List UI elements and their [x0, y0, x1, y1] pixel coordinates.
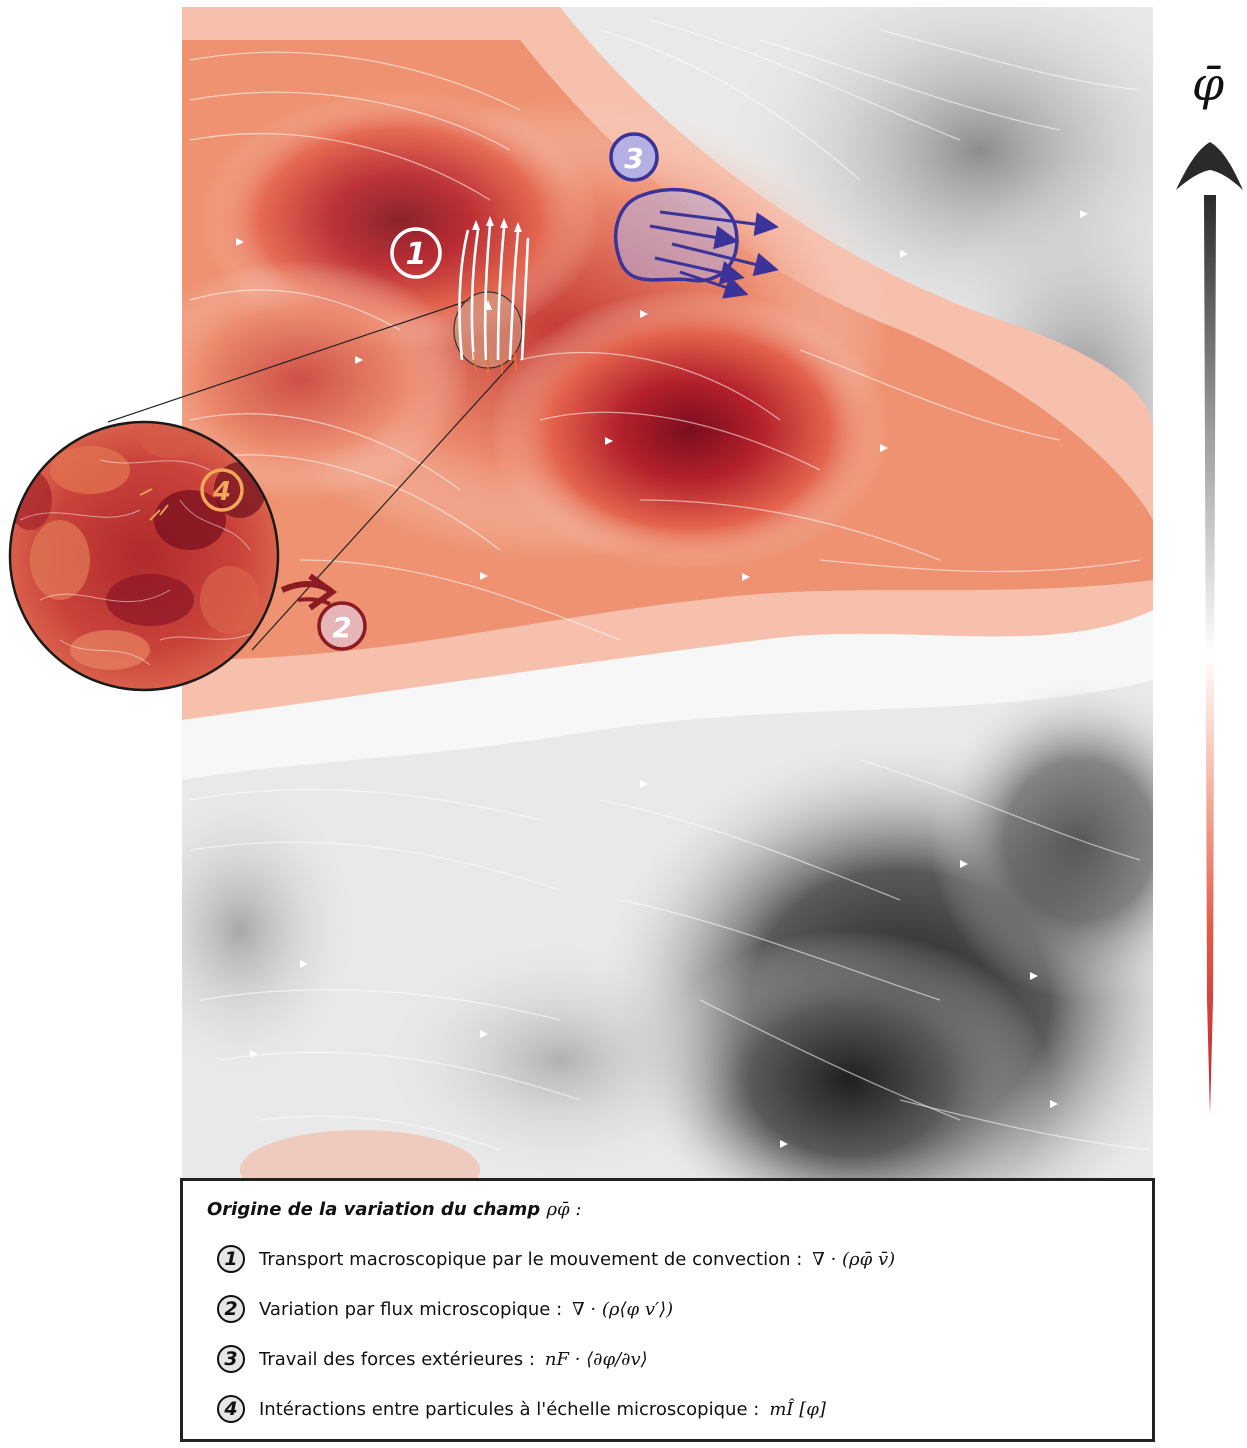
legend-box: Origine de la variation du champ ρφ̄ : 1… — [180, 1178, 1155, 1442]
colorbar-label: φ̄ — [1192, 57, 1225, 111]
legend-title-text: Origine de la variation du champ — [207, 1199, 541, 1220]
marker-2-badge: 2 — [317, 601, 367, 651]
legend-formula-2: ∇ · (ρ⟨φ v′⟩) — [572, 1298, 674, 1320]
marker-4-label: 4 — [212, 477, 231, 507]
marker-4-badge: 4 — [200, 468, 244, 512]
external-forces-marker — [614, 187, 779, 299]
legend-item-2: 2 Variation par flux microscopique : ∇ ·… — [217, 1295, 673, 1323]
legend-title: Origine de la variation du champ ρφ̄ : — [207, 1199, 581, 1220]
legend-item-1: 1 Transport macroscopique par le mouveme… — [217, 1245, 895, 1273]
marker-3-badge: 3 — [609, 132, 659, 182]
legend-item-4: 4 Intéractions entre particules à l'éche… — [217, 1395, 826, 1423]
microscopic-zoom — [8, 420, 280, 692]
microscopic-flux-marker — [280, 573, 338, 611]
legend-badge-2: 2 — [217, 1295, 245, 1323]
colorbar: φ̄ — [1176, 57, 1243, 1115]
legend-formula-1: ∇ · (ρφ̄ v̄) — [812, 1248, 896, 1270]
legend-item-3: 3 Travail des forces extérieures : nF · … — [217, 1345, 648, 1373]
legend-formula-3: nF · ⟨∂φ/∂v⟩ — [544, 1348, 648, 1370]
marker-3-label: 3 — [624, 142, 643, 175]
legend-title-math: ρφ̄ : — [546, 1199, 582, 1220]
legend-text-3: Travail des forces extérieures : — [259, 1348, 535, 1370]
marker-1-badge: 1 — [390, 227, 442, 279]
legend-badge-4: 4 — [217, 1395, 245, 1423]
legend-text-2: Variation par flux microscopique : — [259, 1298, 563, 1320]
marker-1-label: 1 — [406, 237, 427, 272]
legend-badge-1: 1 — [217, 1245, 245, 1273]
convection-flow-marker — [458, 216, 530, 376]
legend-text-1: Transport macroscopique par le mouvement… — [259, 1248, 803, 1270]
legend-text-4: Intéractions entre particules à l'échell… — [259, 1398, 760, 1420]
legend-badge-3: 3 — [217, 1345, 245, 1373]
marker-2-label: 2 — [332, 611, 351, 644]
legend-formula-4: mÎ [φ] — [769, 1398, 826, 1420]
